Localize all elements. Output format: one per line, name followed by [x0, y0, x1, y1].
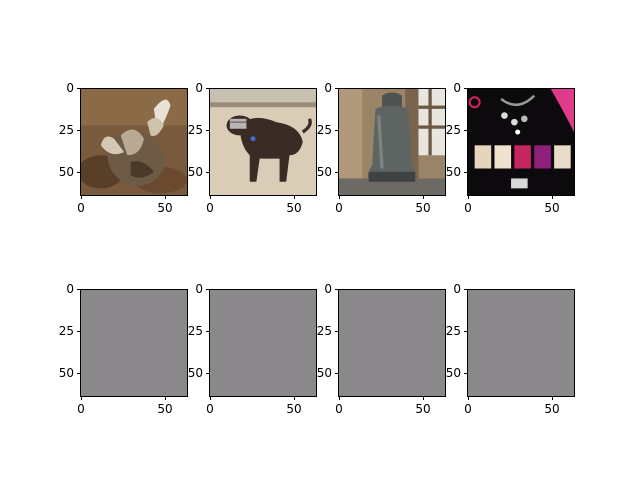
- x-tick-label: 0: [464, 201, 472, 215]
- y-tick-label: 25: [445, 123, 461, 137]
- y-tick-label: 50: [58, 165, 74, 179]
- x-tick-label: 0: [335, 201, 343, 215]
- blank-panel-1: [80, 289, 188, 397]
- y-tick-label: 50: [316, 165, 332, 179]
- x-tick-label: 50: [157, 402, 173, 416]
- y-tick-label: 0: [453, 282, 461, 296]
- y-tick-label: 50: [187, 366, 203, 380]
- x-tick-label: 50: [415, 201, 431, 215]
- image-panel-3: [338, 88, 446, 196]
- x-tick-label: 0: [77, 402, 85, 416]
- y-tick-label: 25: [187, 324, 203, 338]
- y-tick-label: 0: [324, 81, 332, 95]
- y-tick-label: 0: [324, 282, 332, 296]
- x-tick-label: 50: [286, 201, 302, 215]
- x-tick-label: 50: [286, 402, 302, 416]
- y-tick-label: 25: [316, 324, 332, 338]
- goat-photo: [81, 89, 187, 195]
- y-tick-label: 25: [316, 123, 332, 137]
- x-tick-label: 50: [415, 402, 431, 416]
- x-tick-label: 0: [206, 402, 214, 416]
- blank-panel-4: [467, 289, 575, 397]
- y-tick-label: 50: [187, 165, 203, 179]
- x-tick-label: 0: [335, 402, 343, 416]
- y-tick-label: 25: [445, 324, 461, 338]
- x-tick-label: 50: [544, 201, 560, 215]
- x-tick-label: 50: [157, 201, 173, 215]
- y-tick-label: 25: [58, 123, 74, 137]
- y-tick-label: 25: [187, 123, 203, 137]
- y-tick-label: 50: [58, 366, 74, 380]
- bell-photo: [339, 89, 445, 195]
- x-tick-label: 50: [544, 402, 560, 416]
- y-tick-label: 0: [195, 282, 203, 296]
- image-panel-1: [80, 88, 188, 196]
- y-tick-label: 0: [66, 81, 74, 95]
- x-tick-label: 0: [464, 402, 472, 416]
- x-tick-label: 0: [206, 201, 214, 215]
- y-tick-label: 50: [316, 366, 332, 380]
- y-tick-label: 0: [453, 81, 461, 95]
- y-tick-label: 50: [445, 366, 461, 380]
- y-tick-label: 0: [195, 81, 203, 95]
- image-panel-2: [209, 88, 317, 196]
- x-tick-label: 0: [77, 201, 85, 215]
- dog-photo: [210, 89, 316, 195]
- y-tick-label: 25: [58, 324, 74, 338]
- y-tick-label: 50: [445, 165, 461, 179]
- y-tick-label: 0: [66, 282, 74, 296]
- image-panel-4: [467, 88, 575, 196]
- blank-panel-3: [338, 289, 446, 397]
- jewelry-photo: [468, 89, 574, 195]
- blank-panel-2: [209, 289, 317, 397]
